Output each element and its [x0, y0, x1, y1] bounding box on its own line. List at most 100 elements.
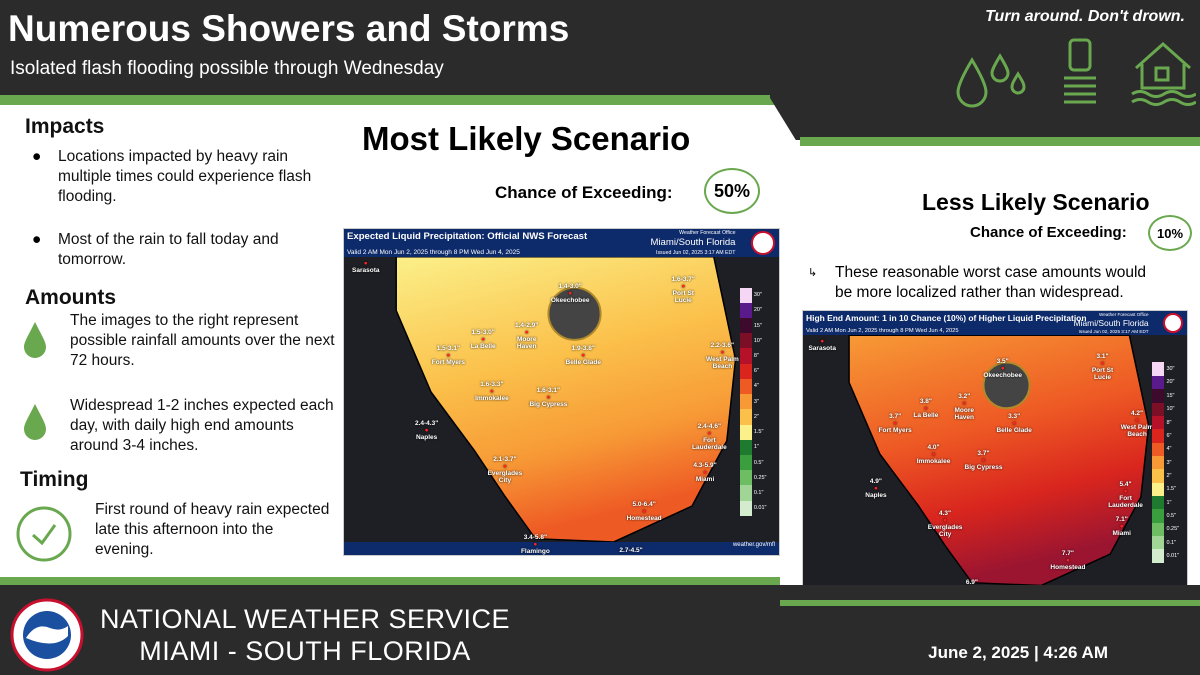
legend-swatch: [739, 439, 752, 455]
city-dot: ●: [502, 462, 507, 470]
legend-entry: 6": [1152, 429, 1179, 443]
legend-label: 1": [753, 444, 759, 451]
city-dot: ●: [1000, 365, 1005, 373]
legend-entry: 0.25": [739, 470, 767, 486]
city-name: West Palm Beach: [1120, 423, 1154, 438]
map-issued: Issued Jun 02, 2025 3:17 AM EDT: [656, 249, 736, 256]
city-value: 2.4-4.3": [414, 419, 439, 427]
city-value: 3.5": [996, 358, 1009, 366]
legend-swatch: [739, 409, 752, 425]
legend-entry: 15": [739, 318, 767, 334]
legend-label: 1.5": [753, 429, 764, 436]
most-likely-rainfall-map[interactable]: Expected Liquid Precipitation: Official …: [343, 228, 780, 556]
legend-swatch: [1152, 469, 1165, 483]
legend-entry: 3": [739, 394, 767, 410]
map-office: Miami/South Florida: [1073, 318, 1149, 329]
less-likely-rainfall-map[interactable]: High End Amount: 1 in 10 Chance (10%) of…: [802, 310, 1188, 598]
city-dot: ●: [681, 283, 686, 291]
city-label: 3.1" ● Port St Lucie: [1083, 353, 1123, 381]
legend-entry: 0.1": [1152, 535, 1179, 550]
city-dot: ●: [524, 329, 529, 337]
legend-label: 30": [1166, 366, 1175, 373]
map-office-small: Weather Forecast Office: [1098, 312, 1149, 317]
legend-entry: 0.25": [1152, 522, 1179, 536]
city-dot: ●: [720, 348, 725, 356]
city-label: 1.4-2.9" ● Moore Haven: [507, 322, 547, 350]
legend-swatch: [739, 454, 752, 471]
city-dot: ●: [424, 426, 429, 434]
footer-stripe-right: [780, 600, 1200, 606]
city-value: 3.3": [1008, 412, 1021, 420]
florida-rainfall-shading: [848, 334, 1150, 587]
city-value: 3.8": [919, 398, 932, 406]
city-value: 3.4-5.8": [523, 533, 548, 541]
legend-entry: 0.01": [739, 500, 767, 516]
legend-swatch: [1152, 375, 1165, 390]
city-name: Naples: [865, 492, 887, 500]
city-name: West Palm Beach: [706, 355, 739, 370]
legend-entry: 6": [739, 363, 767, 379]
city-label: 1.4-3.0" ● Okeechobee: [550, 283, 590, 304]
legend-label: 1": [1166, 499, 1172, 506]
city-name: Fort Myers: [878, 426, 912, 434]
legend-label: 0.5": [1166, 512, 1177, 519]
city-dot: ●: [611, 554, 651, 555]
impacts-bullet: Most of the rain to fall today and tomor…: [58, 231, 279, 268]
city-dot: ●: [893, 419, 898, 427]
city-label: 3.8" ● La Belle: [906, 398, 946, 419]
legend-entry: 0.01": [1152, 549, 1179, 563]
legend-swatch: [1152, 535, 1165, 550]
legend-entry: 10": [1152, 402, 1179, 416]
legend-swatch: [1152, 549, 1165, 563]
footer-org-line2: MIAMI - SOUTH FLORIDA: [139, 636, 471, 666]
legend-label: 2": [1166, 472, 1172, 479]
legend-swatch: [1152, 509, 1165, 523]
city-dot: ●: [1012, 419, 1017, 427]
legend-entry: 2": [739, 409, 767, 425]
city-label: 1.6-3.7" ● Port St Lucie: [663, 276, 703, 304]
safety-icons: [950, 38, 1196, 108]
city-name: Big Cypress: [964, 463, 1003, 471]
legend-label: 20": [753, 307, 762, 314]
city-value: 1.6-3.1": [536, 387, 561, 395]
city-value: 1.5-3.1": [436, 344, 461, 352]
legend-swatch: [739, 318, 752, 334]
raindrop-icon: [24, 322, 46, 358]
legend-swatch: [739, 500, 752, 516]
legend-swatch: [739, 485, 752, 501]
city-dot: ●: [1100, 359, 1105, 367]
legend-entry: 3": [1152, 455, 1179, 470]
city-value: 1.6-3.3": [480, 380, 504, 388]
map-office: Miami/South Florida: [650, 237, 736, 249]
flooded-house-icon: [1131, 41, 1196, 106]
city-label: 5.0-6.4" ● Homestead: [624, 501, 664, 522]
precip-legend: 30" 20" 15" 10" 8" 6" 4" 3" 2" 1.5" 1" 0.5" 0.25" 0.1…: [739, 287, 767, 516]
map-issued: Issued Jun 02, 2025 3:17 AM EDT: [1078, 329, 1149, 335]
legend-label: 3": [1166, 459, 1172, 466]
timing-text: First round of heavy rain expected late …: [95, 501, 330, 558]
lake-okeechobee: [547, 286, 602, 341]
less-likely-chance-badge: 10%: [1148, 215, 1192, 251]
city-value: 4.3": [939, 509, 952, 517]
legend-entry: 1.5": [739, 424, 767, 440]
city-value: 4.3-5.9": [693, 462, 717, 470]
florida-rainfall-shading: [395, 255, 737, 543]
page-title: Numerous Showers and Storms: [8, 8, 570, 49]
city-value: 5.4": [1119, 481, 1132, 489]
nws-logo-small: [1162, 313, 1183, 334]
legend-entry: 0.1": [739, 485, 767, 501]
city-label: 1.6-3.1" ● Big Cypress: [528, 387, 568, 408]
city-label: 4.3-5.9" ● Miami: [685, 462, 725, 483]
city-name: Miami: [1112, 529, 1131, 537]
city-name: Okeechobee: [983, 372, 1022, 380]
legend-swatch: [739, 348, 752, 364]
city-value: 1.9-3.8": [571, 344, 595, 352]
bullet-icon: ●: [32, 231, 42, 248]
less-likely-chance-label: Chance of Exceeding:: [970, 224, 1127, 241]
city-value: 3.2": [958, 392, 971, 400]
legend-label: 15": [753, 322, 762, 329]
city-name: Immokalee: [475, 394, 509, 402]
legend-swatch: [1152, 402, 1165, 416]
legend-entry: 30": [1152, 362, 1179, 376]
less-likely-title: Less Likely Scenario: [922, 189, 1150, 215]
